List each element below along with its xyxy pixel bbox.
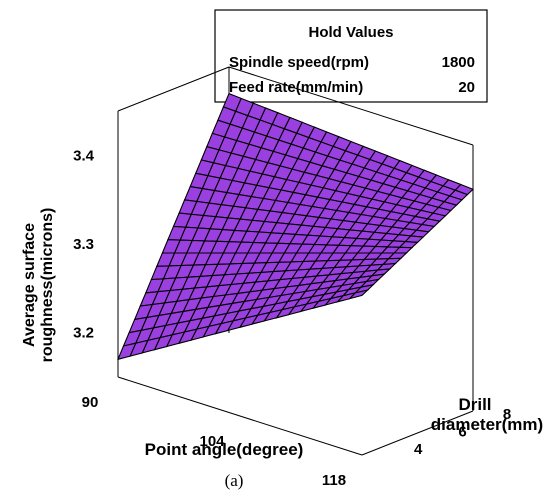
z-axis-label: Average surface roughness(microns) xyxy=(21,208,56,363)
y-axis-label-line2: diameter(mm) xyxy=(431,415,543,434)
hold-row-spindle-label: Spindle speed(rpm) xyxy=(229,54,369,71)
surface-cell xyxy=(348,289,370,300)
z-axis-label-line2: roughness(microns) xyxy=(39,208,56,363)
box-edge-left-top xyxy=(117,66,230,112)
z-tick-label: 3.3 xyxy=(73,236,94,253)
tick-labels: 3.2 3.3 3.4 90 104 118 4 6 8 xyxy=(73,147,511,489)
hold-row-feed-label: Feed rate(mm/min) xyxy=(229,79,363,96)
hold-row-spindle-value: 1800 xyxy=(442,54,475,71)
x-tick-label: 118 xyxy=(322,472,346,489)
x-tick-label: 90 xyxy=(82,394,99,411)
z-axis-label-line1: Average surface xyxy=(21,223,38,347)
figure-caption: (a) xyxy=(225,471,244,490)
box-edge-right-bottom xyxy=(361,410,474,456)
box-edge-back-top xyxy=(228,66,474,146)
box-edge-front-bottom xyxy=(117,376,363,456)
y-tick-label: 4 xyxy=(414,441,423,458)
x-axis-label: Point angle(degree) xyxy=(145,440,304,459)
hold-values-box: Hold Values Spindle speed(rpm) 1800 Feed… xyxy=(214,9,488,103)
y-tick-label: 6 xyxy=(458,424,466,441)
hold-values-frame xyxy=(214,9,488,103)
plot-box xyxy=(117,66,474,456)
y-axis-label-line1: Drill xyxy=(458,395,491,414)
hold-values-title: Hold Values xyxy=(308,24,393,41)
z-tick-label: 3.4 xyxy=(73,147,95,164)
surface-mesh xyxy=(117,92,475,361)
x-tick-label: 104 xyxy=(199,433,225,450)
z-tick-label: 3.2 xyxy=(73,325,94,342)
y-tick-label: 8 xyxy=(503,406,511,423)
hold-row-feed-value: 20 xyxy=(458,79,475,96)
